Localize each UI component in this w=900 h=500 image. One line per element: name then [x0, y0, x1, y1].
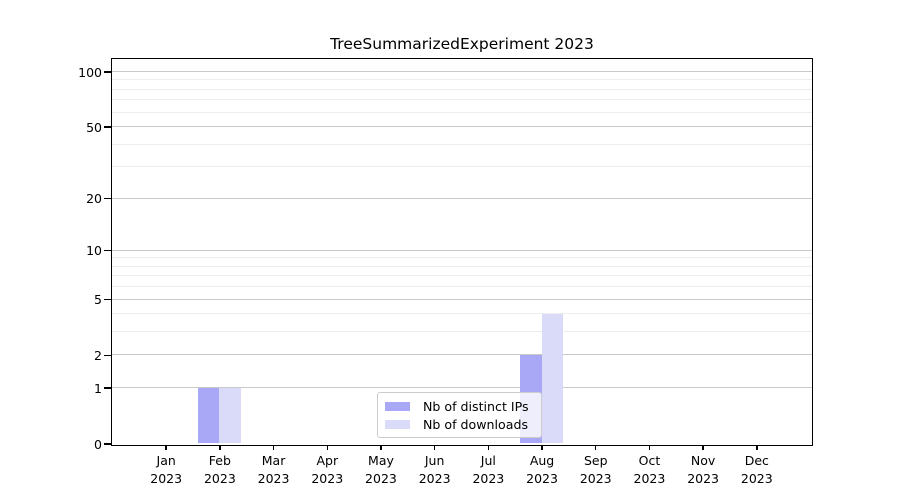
x-tick [272, 444, 275, 450]
x-tick [756, 444, 758, 450]
y-tick [104, 249, 111, 252]
x-tick-label: Mar 2023 [257, 453, 290, 486]
y-tick [104, 197, 111, 200]
y-tick [104, 443, 111, 445]
gridline-major [112, 354, 812, 356]
x-tick-label: Dec 2023 [740, 453, 773, 486]
legend: Nb of distinct IPs Nb of downloads [377, 392, 542, 438]
x-tick [648, 444, 651, 450]
x-tick [487, 444, 490, 450]
x-tick [380, 444, 382, 450]
y-tick-label: 2 [94, 347, 102, 363]
y-tick-label: 10 [86, 243, 102, 259]
plot-area [111, 58, 813, 446]
bar-downloads-feb [219, 387, 241, 444]
gridline-minor [112, 166, 812, 168]
gridline-major [112, 249, 812, 251]
legend-label-distinct-ips: Nb of distinct IPs [423, 399, 529, 414]
x-tick [702, 444, 704, 450]
legend-swatch-downloads [385, 419, 410, 430]
gridline-minor [112, 313, 812, 315]
gridline-major [112, 298, 812, 300]
y-tick [104, 354, 111, 357]
y-tick-label: 5 [94, 292, 102, 308]
x-tick [594, 444, 597, 450]
y-tick-label: 100 [78, 64, 102, 80]
x-tick-label: Jul 2023 [472, 453, 505, 486]
y-tick-label: 0 [94, 436, 102, 452]
x-tick [165, 444, 167, 450]
bar-distinct-ips-feb [197, 387, 220, 444]
y-tick [104, 387, 111, 389]
x-tick [541, 444, 543, 450]
gridline-minor [112, 265, 812, 267]
x-tick [326, 444, 329, 450]
gridline-minor [112, 79, 812, 81]
y-tick [104, 71, 111, 73]
legend-label-downloads: Nb of downloads [423, 417, 529, 432]
gridline-major [112, 387, 812, 389]
gridline-minor [112, 286, 812, 288]
y-tick [104, 298, 111, 301]
x-tick [433, 444, 436, 450]
legend-swatch-distinct-ips [385, 401, 410, 412]
gridline-minor [112, 275, 812, 277]
gridline-minor [112, 99, 812, 101]
gridline-major [112, 71, 812, 72]
x-tick-label: Oct 2023 [633, 453, 666, 486]
y-tick-label: 1 [94, 380, 102, 396]
y-tick-label: 50 [86, 119, 102, 135]
legend-item-downloads: Nb of downloads [385, 416, 533, 433]
gridline-minor [112, 143, 812, 145]
x-tick-label: Nov 2023 [687, 453, 720, 486]
x-tick-label: Feb 2023 [203, 453, 236, 486]
x-tick-label: Apr 2023 [311, 453, 344, 486]
x-tick [219, 444, 221, 450]
gridline-major [112, 126, 812, 128]
x-tick-label: Aug 2023 [526, 453, 558, 486]
x-tick-label: Jan 2023 [150, 453, 183, 486]
legend-item-distinct-ips: Nb of distinct IPs [385, 398, 533, 415]
x-tick-label: May 2023 [365, 453, 397, 486]
x-tick-label: Jun 2023 [418, 453, 451, 486]
bar-downloads-aug [541, 313, 564, 444]
gridline-minor [112, 257, 812, 259]
gridline-minor [112, 88, 812, 90]
gridline-major [112, 197, 812, 199]
gridline-minor [112, 111, 812, 113]
y-tick [104, 126, 111, 128]
gridline-minor [112, 331, 812, 333]
y-tick-label: 20 [86, 191, 102, 207]
x-tick-label: Sep 2023 [579, 453, 612, 486]
chart-title: TreeSummarizedExperiment 2023 [330, 35, 594, 53]
